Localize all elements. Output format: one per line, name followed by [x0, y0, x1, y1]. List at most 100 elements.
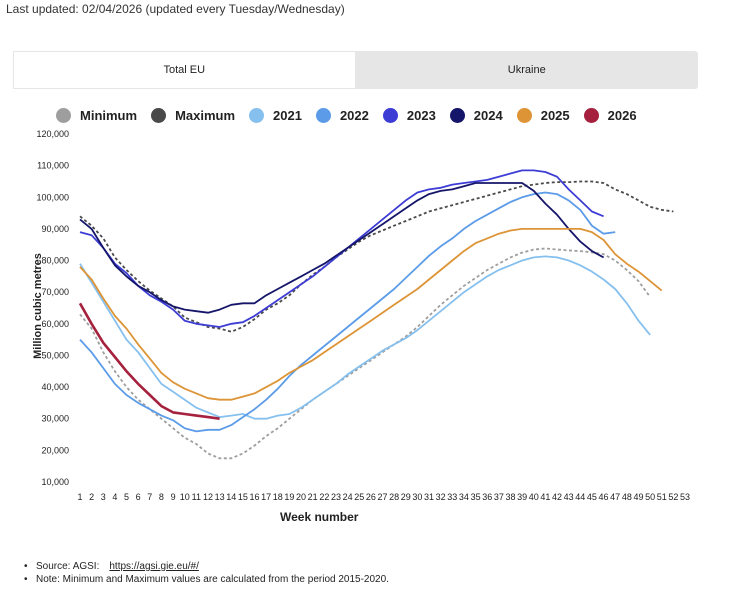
series-line-2021	[79, 255, 651, 420]
series-line-2023	[79, 169, 604, 328]
source-link[interactable]: https://agsi.gie.eu/#/	[109, 561, 199, 572]
x-tick-label: 53	[680, 492, 690, 502]
x-tick-label: 2	[89, 492, 94, 502]
x-tick-label: 51	[657, 492, 667, 502]
source-label: Source: AGSI:	[36, 561, 100, 572]
x-tick-label: 24	[343, 492, 353, 502]
x-tick-label: 33	[447, 492, 457, 502]
legend-item-2025[interactable]: 2025	[516, 108, 570, 123]
x-tick-label: 23	[331, 492, 341, 502]
x-tick-label: 48	[622, 492, 632, 502]
legend-item-2021[interactable]: 2021	[249, 108, 302, 123]
x-tick-label: 8	[159, 492, 164, 502]
legend-label: 2025	[540, 108, 570, 123]
chart-notes: • Source: AGSI: https://agsi.gie.eu/#/ •…	[24, 560, 389, 586]
x-tick-label: 32	[436, 492, 446, 502]
series-line-2024	[79, 182, 605, 314]
legend-label: 2022	[339, 108, 369, 123]
x-tick-label: 18	[273, 492, 283, 502]
x-tick-label: 10	[180, 492, 190, 502]
x-tick-label: 35	[471, 492, 481, 502]
x-tick-label: 38	[505, 492, 515, 502]
x-tick-label: 12	[203, 492, 213, 502]
x-tick-label: 36	[482, 492, 492, 502]
tab-total-eu[interactable]: Total EU	[13, 51, 356, 89]
x-tick-label: 43	[564, 492, 574, 502]
chart-legend: Minimum Maximum 2021 2022 2023 2024 2025 2026	[56, 108, 637, 123]
x-tick-label: 7	[147, 492, 152, 502]
legend-item-2023[interactable]: 2023	[382, 108, 436, 123]
series-line-minimum	[79, 247, 651, 460]
x-tick-label: 14	[226, 492, 236, 502]
x-tick-label: 11	[192, 492, 201, 502]
x-tick-label: 34	[459, 492, 469, 502]
x-tick-label: 30	[412, 492, 422, 502]
legend-label: 2023	[406, 108, 436, 123]
y-tick-label: 70,000	[41, 287, 69, 297]
x-tick-label: 44	[575, 492, 585, 502]
legend-item-maximum[interactable]: Maximum	[151, 108, 235, 123]
y-tick-label: 110,000	[37, 161, 69, 171]
legend-item-2026[interactable]: 2026	[583, 108, 637, 123]
y-tick-label: 40,000	[41, 382, 69, 392]
x-tick-label: 13	[215, 492, 225, 502]
legend-dot-icon	[516, 108, 532, 123]
x-tick-label: 3	[101, 492, 106, 502]
x-tick-label: 16	[250, 492, 260, 502]
x-tick-label: 22	[319, 492, 329, 502]
x-tick-label: 40	[529, 492, 539, 502]
y-tick-label: 50,000	[41, 350, 69, 360]
bullet-icon: •	[24, 574, 28, 585]
legend-label: 2021	[273, 108, 302, 123]
legend-item-2024[interactable]: 2024	[449, 108, 503, 123]
x-tick-label: 20	[296, 492, 306, 502]
legend-item-minimum[interactable]: Minimum	[56, 108, 137, 123]
legend-dot-icon	[151, 108, 167, 123]
legend-label: 2024	[473, 108, 503, 123]
x-tick-label: 26	[366, 492, 376, 502]
x-tick-label: 17	[261, 492, 271, 502]
y-tick-label: 120,000	[36, 129, 69, 139]
x-tick-label: 31	[424, 492, 434, 502]
last-updated-text: Last updated: 02/04/2026 (updated every …	[6, 2, 345, 16]
series-line-2022	[79, 191, 616, 433]
legend-item-2022[interactable]: 2022	[315, 108, 369, 123]
y-tick-label: 90,000	[41, 224, 69, 234]
y-tick-label: 60,000	[41, 319, 69, 329]
x-tick-label: 50	[645, 492, 655, 502]
y-tick-label: 30,000	[41, 414, 69, 424]
x-tick-label: 45	[587, 492, 597, 502]
x-tick-label: 21	[308, 492, 318, 502]
legend-dot-icon	[249, 108, 265, 123]
y-tick-label: 20,000	[41, 445, 69, 455]
x-tick-label: 52	[668, 492, 678, 502]
y-tick-label: 10,000	[41, 477, 69, 487]
legend-dot-icon	[315, 108, 331, 123]
source-row: • Source: AGSI: https://agsi.gie.eu/#/	[24, 560, 389, 573]
bullet-icon: •	[24, 561, 28, 572]
x-tick-label: 28	[389, 492, 399, 502]
x-tick-label: 29	[401, 492, 411, 502]
x-tick-label: 6	[136, 492, 141, 502]
x-tick-label: 46	[599, 492, 609, 502]
x-tick-label: 47	[610, 492, 620, 502]
legend-dot-icon	[382, 108, 398, 123]
x-tick-label: 41	[540, 492, 550, 502]
legend-dot-icon	[583, 108, 599, 123]
legend-label: Minimum	[80, 108, 138, 123]
series-line-2026	[78, 302, 220, 420]
y-tick-label: 100,000	[36, 192, 69, 202]
series-line-maximum	[79, 180, 674, 333]
legend-dot-icon	[56, 108, 71, 123]
x-tick-label: 4	[112, 492, 117, 502]
tab-ukraine[interactable]: Ukraine	[507, 64, 546, 76]
series-line-2025	[79, 228, 663, 401]
x-tick-label: 5	[124, 492, 129, 502]
x-axis-label: Week number	[280, 510, 359, 524]
x-tick-label: 39	[517, 492, 527, 502]
y-axis-label: Million cubic metres	[32, 253, 44, 359]
x-tick-label: 25	[354, 492, 364, 502]
x-tick-label: 49	[633, 492, 643, 502]
x-tick-label: 27	[377, 492, 387, 502]
